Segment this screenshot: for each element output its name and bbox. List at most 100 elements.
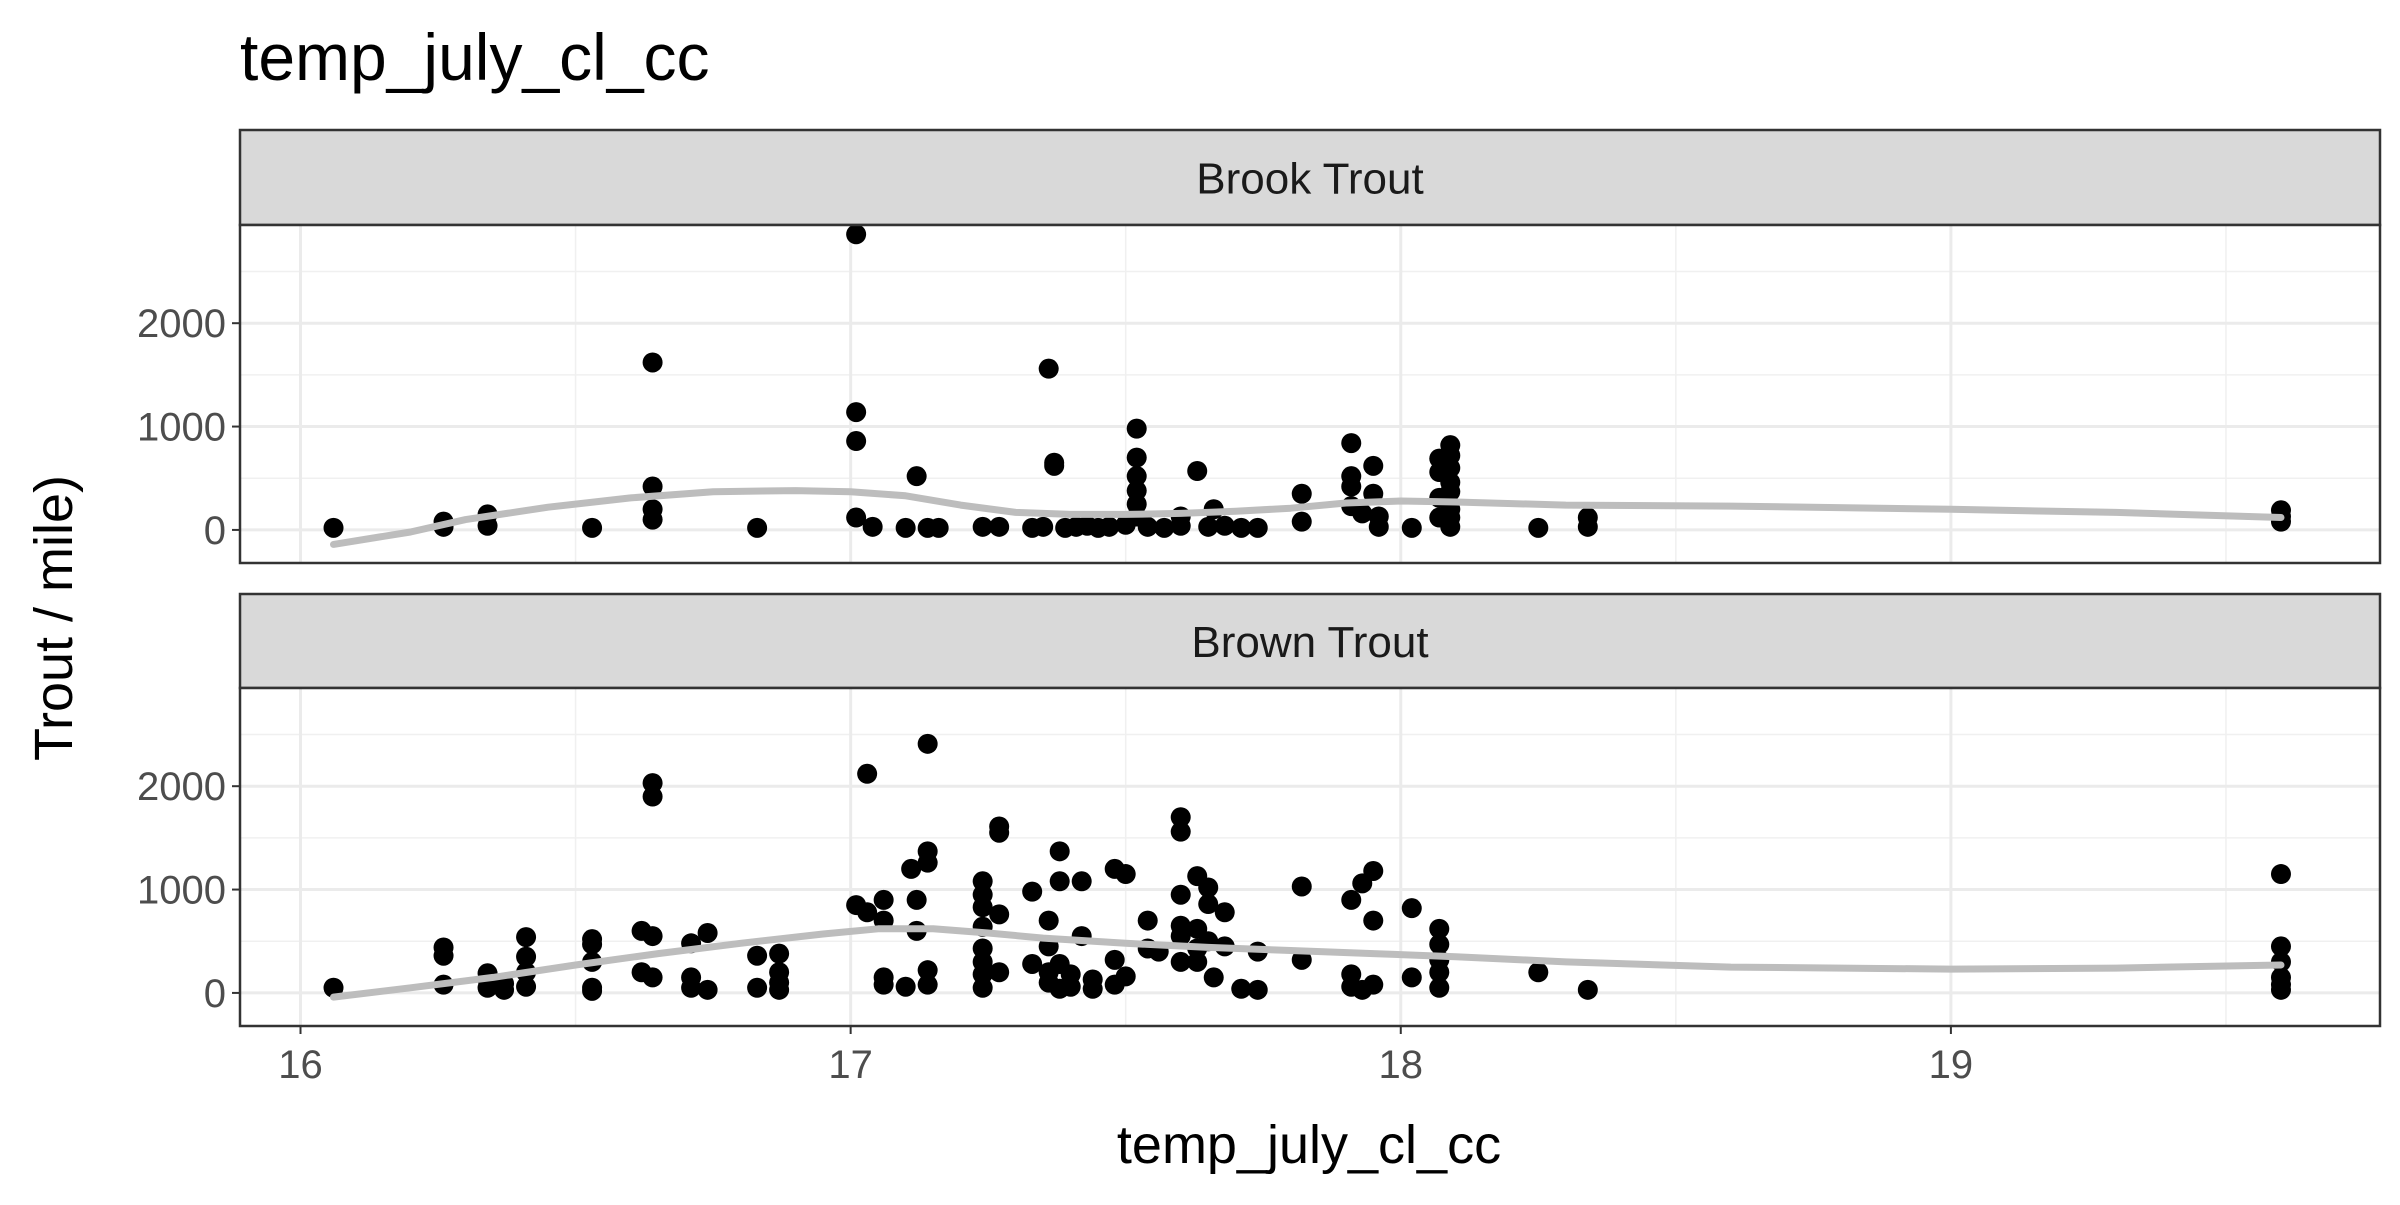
data-point [433, 945, 454, 966]
data-point [1099, 516, 1120, 537]
data-point [1187, 461, 1208, 482]
data-point [1401, 898, 1422, 919]
x-tick-label: 18 [1379, 1043, 1424, 1087]
data-point [1363, 860, 1384, 881]
data-point [1291, 511, 1312, 532]
data-point [1368, 516, 1389, 537]
data-point [477, 977, 498, 998]
data-point [1038, 358, 1059, 379]
y-tick-label: 2000 [137, 302, 226, 346]
data-point [642, 786, 663, 807]
data-point [906, 889, 927, 910]
data-point [1033, 516, 1054, 537]
data-point [1170, 884, 1191, 905]
y-tick-label: 0 [204, 509, 226, 553]
data-point [1049, 841, 1070, 862]
data-point [1115, 864, 1136, 885]
data-point [1137, 516, 1158, 537]
data-point [1104, 949, 1125, 970]
data-point [1440, 516, 1461, 537]
data-point [516, 976, 537, 997]
data-point [1137, 910, 1158, 931]
data-point [846, 224, 867, 245]
data-point [1126, 447, 1147, 468]
data-point [1022, 953, 1043, 974]
data-point [1401, 517, 1422, 538]
data-point [846, 507, 867, 528]
data-point [1341, 433, 1362, 454]
smooth-line [330, 487, 2285, 548]
facet-panel: Brown Trout 0 1000 2000 16 17 18 19 [137, 592, 2382, 1087]
facet-strip-label: Brown Trout [1191, 618, 1428, 667]
data-point [989, 904, 1010, 925]
data-point [323, 517, 344, 538]
data-point [1198, 516, 1219, 537]
data-point [917, 852, 938, 873]
data-point [1577, 979, 1598, 1000]
data-point [972, 897, 993, 918]
data-point [1170, 926, 1191, 947]
data-point [1049, 871, 1070, 892]
data-point [642, 926, 663, 947]
y-tick-label: 1000 [137, 406, 226, 450]
data-point [1022, 881, 1043, 902]
data-point [1363, 910, 1384, 931]
data-point [1341, 889, 1362, 910]
data-point [1126, 466, 1147, 487]
x-tick-label: 19 [1929, 1043, 1974, 1087]
data-point [857, 763, 878, 784]
data-point [582, 934, 603, 955]
data-point [642, 509, 663, 530]
x-tick-label: 16 [278, 1043, 323, 1087]
data-point [1231, 978, 1252, 999]
facet-panel: Brook Trout 0 1000 2000 [137, 128, 2382, 565]
data-point [1231, 517, 1252, 538]
data-point [846, 431, 867, 452]
data-point [1352, 503, 1373, 524]
data-point [582, 517, 603, 538]
data-point [873, 889, 894, 910]
data-point [1440, 457, 1461, 478]
data-point [895, 976, 916, 997]
data-point [516, 927, 537, 948]
data-point [846, 402, 867, 423]
plot-background [240, 688, 2380, 1026]
data-point [1071, 871, 1092, 892]
data-point [1214, 902, 1235, 923]
data-point [2270, 864, 2291, 885]
data-point [642, 352, 663, 373]
data-point [873, 974, 894, 995]
data-point [1198, 894, 1219, 915]
data-point [747, 517, 768, 538]
data-point [1044, 455, 1065, 476]
data-point [901, 858, 922, 879]
data-point [928, 517, 949, 538]
data-point [917, 974, 938, 995]
data-point [1170, 951, 1191, 972]
panel-border [238, 223, 2382, 565]
data-point [1341, 476, 1362, 497]
data-point [1060, 976, 1081, 997]
x-tick-label: 17 [828, 1043, 873, 1087]
data-point [1247, 979, 1268, 1000]
data-point [697, 979, 718, 1000]
data-point [1291, 949, 1312, 970]
facet-strip-label: Brook Trout [1196, 155, 1423, 204]
data-point [769, 943, 790, 964]
y-tick-label: 1000 [137, 869, 226, 913]
data-point [972, 977, 993, 998]
data-point [1038, 910, 1059, 931]
data-point [1291, 483, 1312, 504]
data-point [1198, 877, 1219, 898]
data-point [1429, 934, 1450, 955]
data-point [1401, 967, 1422, 988]
data-point [989, 516, 1010, 537]
data-point [2270, 979, 2291, 1000]
data-point [917, 960, 938, 981]
facet-strip [238, 592, 2382, 690]
data-point [857, 902, 878, 923]
data-point [1126, 418, 1147, 439]
data-point [516, 946, 537, 967]
data-point [989, 822, 1010, 843]
